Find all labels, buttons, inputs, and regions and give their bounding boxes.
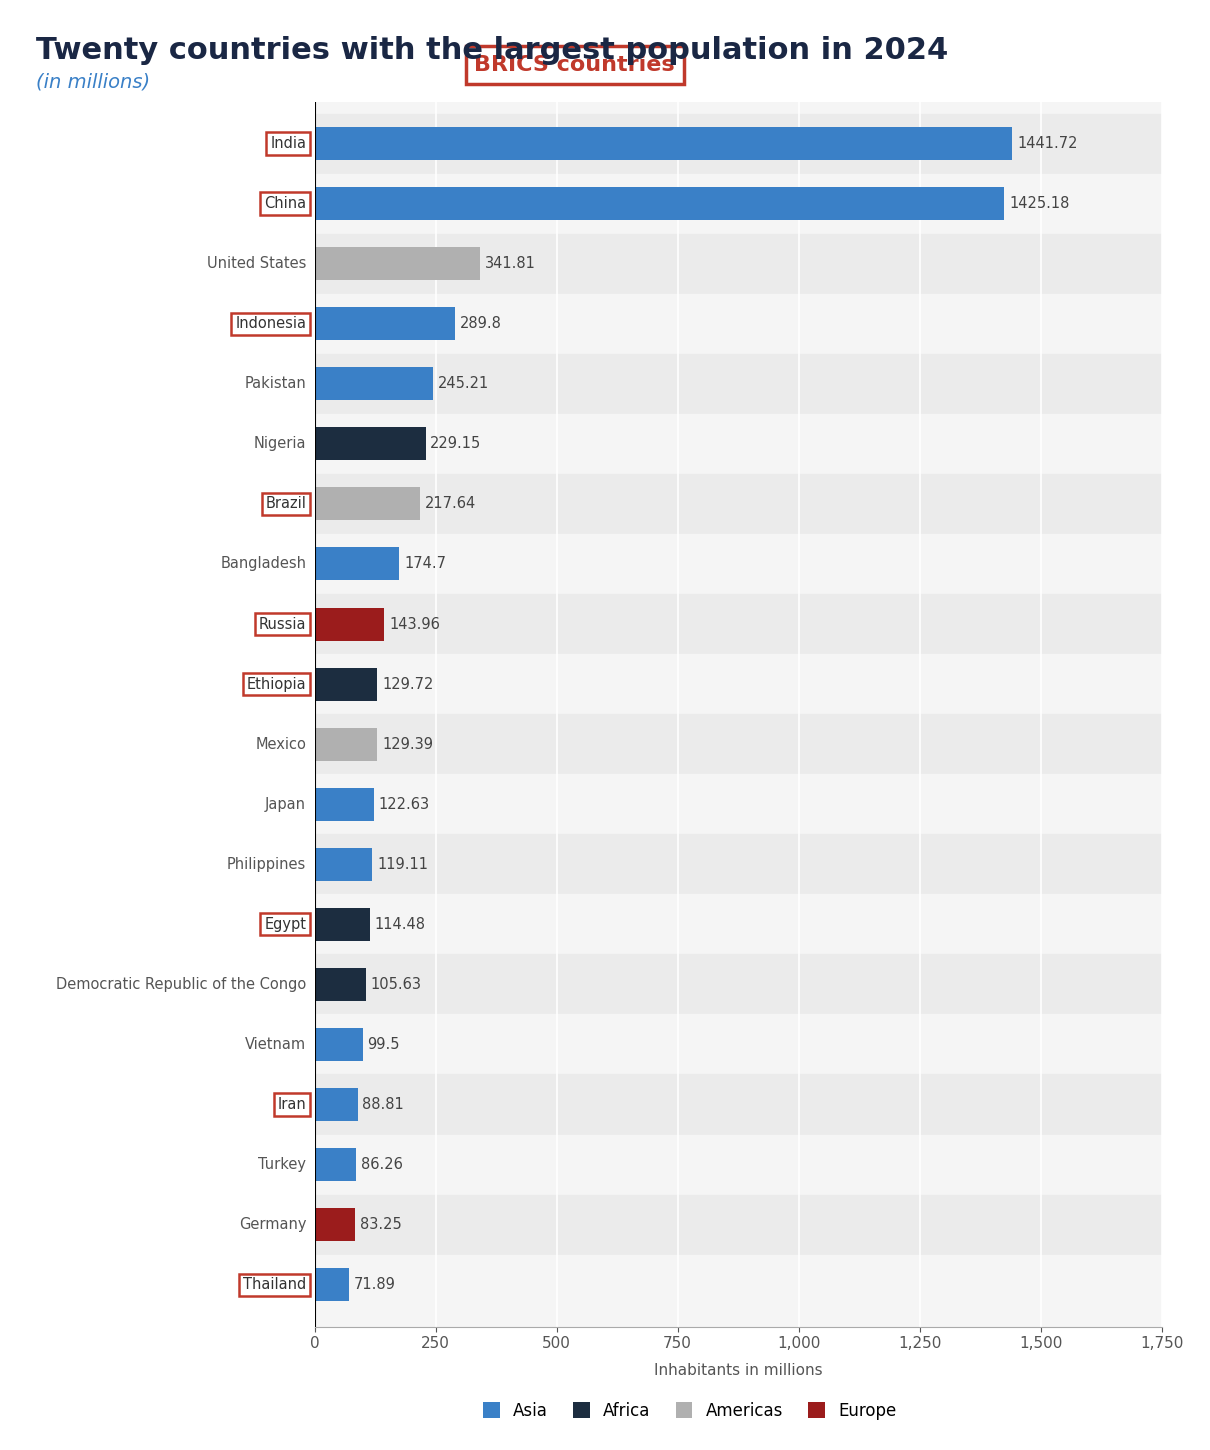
Bar — [315, 247, 480, 280]
Bar — [315, 1254, 1162, 1315]
Text: 88.81: 88.81 — [363, 1098, 404, 1112]
Text: 83.25: 83.25 — [359, 1217, 402, 1232]
Bar — [315, 787, 374, 821]
X-axis label: Inhabitants in millions: Inhabitants in millions — [653, 1363, 823, 1378]
Bar — [315, 367, 433, 400]
Text: Indonesia: Indonesia — [235, 316, 306, 331]
Bar — [315, 594, 1162, 654]
Text: 341.81: 341.81 — [485, 257, 536, 271]
Bar — [315, 128, 1013, 160]
Bar — [315, 969, 365, 1000]
Text: Democratic Republic of the Congo: Democratic Republic of the Congo — [56, 977, 306, 992]
Text: 129.39: 129.39 — [382, 737, 433, 751]
Bar — [315, 848, 373, 880]
Bar — [315, 1074, 1162, 1134]
Text: 71.89: 71.89 — [355, 1277, 396, 1292]
Bar — [315, 1208, 355, 1241]
Text: Iran: Iran — [277, 1098, 306, 1112]
Text: 245.21: 245.21 — [438, 377, 489, 392]
Bar — [315, 187, 1004, 220]
Text: 99.5: 99.5 — [368, 1037, 401, 1051]
Bar — [315, 474, 1162, 534]
Text: Thailand: Thailand — [243, 1277, 306, 1292]
Text: Japan: Japan — [265, 796, 306, 812]
Text: Ethiopia: Ethiopia — [247, 677, 306, 692]
Bar — [315, 667, 378, 700]
Text: Twenty countries with the largest population in 2024: Twenty countries with the largest popula… — [36, 36, 949, 65]
Bar — [315, 413, 1162, 474]
Text: 129.72: 129.72 — [382, 677, 433, 692]
Bar — [315, 428, 426, 460]
Bar — [315, 1028, 363, 1061]
Text: 217.64: 217.64 — [425, 496, 476, 512]
Text: 105.63: 105.63 — [370, 977, 421, 992]
Bar — [315, 954, 1162, 1015]
Text: India: India — [270, 136, 306, 151]
Bar — [315, 534, 1162, 594]
Bar — [315, 608, 385, 641]
Text: Vietnam: Vietnam — [244, 1037, 306, 1051]
Text: Nigeria: Nigeria — [254, 436, 306, 451]
Text: Mexico: Mexico — [255, 737, 306, 751]
Bar — [315, 1148, 357, 1182]
Bar — [315, 1015, 1162, 1074]
Bar — [315, 233, 1162, 294]
Bar — [315, 774, 1162, 834]
Text: China: China — [264, 196, 306, 212]
Bar — [315, 174, 1162, 233]
Legend: Asia, Africa, Americas, Europe: Asia, Africa, Americas, Europe — [477, 1396, 903, 1427]
Text: 143.96: 143.96 — [390, 616, 440, 632]
Text: 174.7: 174.7 — [404, 557, 446, 571]
Text: 122.63: 122.63 — [379, 796, 430, 812]
Text: 229.15: 229.15 — [431, 436, 482, 451]
Text: Bangladesh: Bangladesh — [220, 557, 306, 571]
Text: 289.8: 289.8 — [460, 316, 502, 331]
Bar — [315, 895, 1162, 954]
Text: 119.11: 119.11 — [378, 857, 428, 871]
Text: Philippines: Philippines — [227, 857, 306, 871]
Text: Egypt: Egypt — [264, 916, 306, 932]
Text: (in millions): (in millions) — [36, 72, 150, 91]
Text: 86.26: 86.26 — [362, 1157, 403, 1172]
Text: United States: United States — [207, 257, 306, 271]
Bar — [315, 113, 1162, 174]
Text: Pakistan: Pakistan — [244, 377, 306, 392]
Bar — [315, 654, 1162, 713]
Bar — [315, 548, 399, 580]
Bar — [315, 1195, 1162, 1254]
Text: Turkey: Turkey — [258, 1157, 306, 1172]
Text: Germany: Germany — [238, 1217, 306, 1232]
Bar — [315, 1269, 350, 1301]
Bar — [315, 908, 370, 941]
Bar — [315, 487, 420, 521]
Bar — [315, 354, 1162, 413]
Bar — [315, 1134, 1162, 1195]
Text: BRICS countries: BRICS countries — [474, 55, 675, 75]
Bar — [315, 307, 455, 341]
Bar — [315, 713, 1162, 774]
Bar — [315, 1088, 358, 1121]
Bar — [315, 728, 378, 761]
Text: 1425.18: 1425.18 — [1009, 196, 1070, 212]
Text: Brazil: Brazil — [265, 496, 306, 512]
Text: 114.48: 114.48 — [375, 916, 426, 932]
Text: 1441.72: 1441.72 — [1018, 136, 1078, 151]
Text: Russia: Russia — [259, 616, 306, 632]
Bar — [315, 834, 1162, 895]
Bar — [315, 294, 1162, 354]
